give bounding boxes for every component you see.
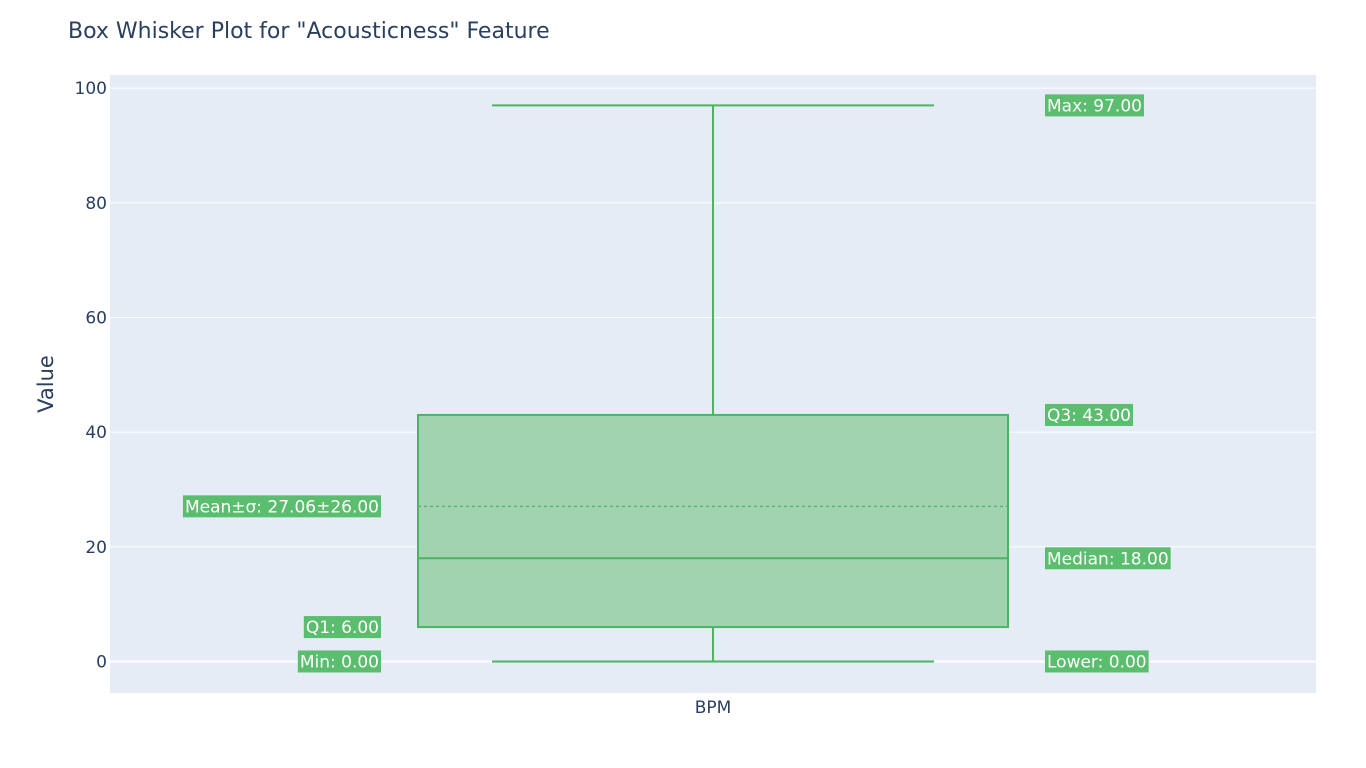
annotation-q3-bg bbox=[1045, 403, 1133, 426]
annotation-max: Max: 97.00 bbox=[1045, 94, 1144, 117]
annotation-q3-label: Q3: 43.00 bbox=[1047, 406, 1131, 426]
annotation-lower-label: Lower: 0.00 bbox=[1047, 652, 1147, 672]
y-tick-label-40: 40 bbox=[85, 423, 107, 443]
annotation-max-label: Max: 97.00 bbox=[1047, 96, 1142, 116]
y-axis-title: Value bbox=[34, 355, 58, 413]
interquartile-box bbox=[417, 413, 1009, 629]
annotation-lower-bg bbox=[1045, 650, 1149, 673]
annotation-mean-bg bbox=[182, 495, 381, 518]
annotation-median-label: Median: 18.00 bbox=[1047, 549, 1169, 569]
annotation-min: Min: 0.00 bbox=[297, 650, 381, 673]
annotations: Max: 97.00 Q3: 43.00 Median: 18.00 Lower: 0… bbox=[182, 94, 1171, 673]
chart-title: Box Whisker Plot for "Acousticness" Feat… bbox=[68, 19, 550, 44]
annotation-q1-bg bbox=[303, 616, 381, 639]
x-axis-ticks: BPM bbox=[695, 698, 732, 718]
box-trace bbox=[417, 104, 1009, 663]
y-tick-label-20: 20 bbox=[85, 538, 107, 558]
annotation-mean-label: Mean±σ: 27.06±26.00 bbox=[185, 497, 379, 517]
annotation-median: Median: 18.00 bbox=[1045, 547, 1171, 570]
y-axis-ticks: 0 20 40 60 80 100 bbox=[75, 79, 107, 672]
y-tick-label-60: 60 bbox=[85, 308, 107, 328]
annotation-min-label: Min: 0.00 bbox=[300, 652, 379, 672]
annotation-mean: Mean±σ: 27.06±26.00 bbox=[182, 495, 381, 518]
y-tick-label-100: 100 bbox=[75, 79, 107, 99]
annotation-max-bg bbox=[1045, 94, 1144, 117]
annotation-q1: Q1: 6.00 bbox=[303, 616, 381, 639]
annotation-median-bg bbox=[1045, 547, 1171, 570]
y-tick-label-0: 0 bbox=[96, 652, 107, 672]
annotation-lower: Lower: 0.00 bbox=[1045, 650, 1149, 673]
annotation-min-bg bbox=[297, 650, 381, 673]
annotation-q3: Q3: 43.00 bbox=[1045, 403, 1133, 426]
y-tick-label-80: 80 bbox=[85, 194, 107, 214]
x-tick-label-bpm: BPM bbox=[695, 698, 732, 718]
annotation-q1-label: Q1: 6.00 bbox=[306, 618, 379, 638]
